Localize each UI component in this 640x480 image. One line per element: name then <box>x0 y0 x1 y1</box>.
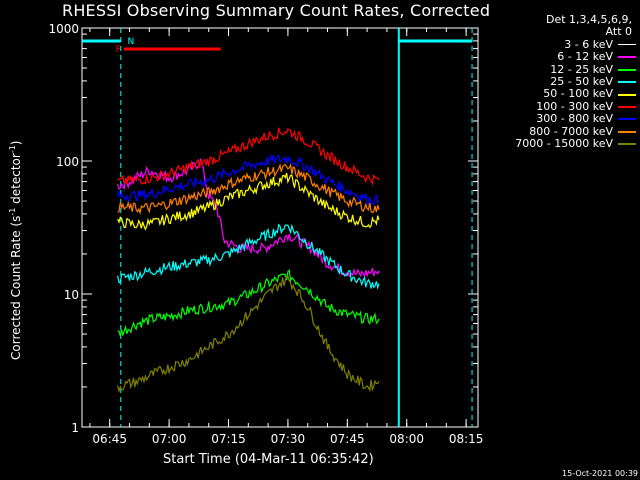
legend-entry: 300 - 800 keV <box>478 112 636 126</box>
axes-frame <box>81 27 479 428</box>
legend-swatch <box>618 44 636 47</box>
x-tick-label: 06:45 <box>92 432 127 446</box>
x-axis-ticks: 06:45 07:00 07:15 07:30 07:45 08:00 08:15 <box>89 28 484 446</box>
legend-label: 100 - 300 keV <box>536 99 613 113</box>
legend-entry: 100 - 300 keV <box>478 99 636 113</box>
series-line-7 <box>117 162 380 216</box>
x-tick-label: 07:00 <box>152 432 187 446</box>
legend-entry: 7000 - 15000 keV <box>478 137 636 151</box>
series-line-2 <box>117 269 380 336</box>
legend-entry: 12 - 25 keV <box>478 62 636 76</box>
legend-swatch <box>618 81 636 84</box>
legend-swatch <box>618 106 636 109</box>
legend-label: 3 - 6 keV <box>564 37 613 51</box>
x-tick-label: 07:30 <box>271 432 306 446</box>
y-tick-label: 100 <box>56 155 79 169</box>
legend-detectors: Det 1,3,4,5,6,9, <box>545 13 632 26</box>
series-line-3 <box>117 223 380 290</box>
x-tick-label: 08:00 <box>389 432 424 446</box>
flare-flag-label: F <box>116 45 121 55</box>
legend-label: 800 - 7000 keV <box>529 124 613 138</box>
legend-swatch <box>618 56 636 59</box>
y-tick-label: 1000 <box>48 22 79 36</box>
legend-label: 300 - 800 keV <box>536 112 613 126</box>
series-line-6 <box>117 153 380 206</box>
legend-swatch <box>618 93 636 96</box>
series-lines <box>117 127 380 394</box>
legend-entry: 50 - 100 keV <box>478 88 636 100</box>
series-line-8 <box>117 275 380 394</box>
y-axis-label: Corrected Count Rate (s-1 detector-1) <box>8 140 23 361</box>
legend-entry: 6 - 12 keV <box>478 50 636 64</box>
y-axis-ticks: 1 10 100 1000 <box>48 22 478 435</box>
legend-swatch <box>618 143 636 146</box>
legend-entry: 25 - 50 keV <box>478 75 636 89</box>
chart-title: RHESSI Observing Summary Count Rates, Co… <box>62 1 491 20</box>
legend-entry: 800 - 7000 keV <box>478 124 636 138</box>
legend-label: 7000 - 15000 keV <box>515 137 613 151</box>
legend-attenuator: Att 0 <box>605 25 632 39</box>
legend-swatch <box>618 68 636 71</box>
legend-label: 12 - 25 keV <box>550 62 613 76</box>
plot-frame <box>81 27 479 428</box>
y-tick-label: 1 <box>71 421 79 435</box>
x-axis-label: Start Time (04-Mar-11 06:35:42) <box>163 452 374 467</box>
legend-swatch <box>618 130 636 133</box>
x-tick-label: 07:15 <box>211 432 246 446</box>
legend-label: 25 - 50 keV <box>550 75 613 89</box>
legend: Det 1,3,4,5,6,9, Att 0 3 - 6 keV 6 - 12 k… <box>478 13 636 151</box>
night-flag-label: N <box>128 37 135 47</box>
x-tick-label: 08:15 <box>449 432 484 446</box>
legend-swatch <box>618 118 636 121</box>
series-line-4 <box>117 172 380 231</box>
x-tick-label: 07:45 <box>330 432 365 446</box>
legend-label: 50 - 100 keV <box>543 87 613 101</box>
attenuator-markers: FN <box>82 28 473 427</box>
y-tick-label: 10 <box>64 288 79 302</box>
timestamp: 15-Oct-2021 00:39 <box>562 469 638 478</box>
series-line-5 <box>117 127 380 186</box>
legend-entry: 3 - 6 keV <box>478 37 636 51</box>
legend-label: 6 - 12 keV <box>557 50 613 64</box>
